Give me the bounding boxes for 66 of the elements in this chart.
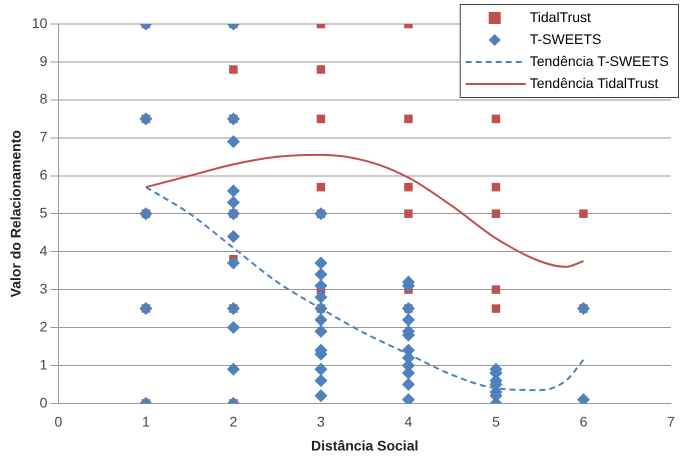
point [404, 209, 413, 218]
x-tick-label: 0 [54, 414, 62, 430]
point [226, 184, 240, 198]
point [226, 362, 240, 376]
y-tick-label: 8 [40, 90, 48, 107]
point [402, 378, 415, 391]
point [314, 290, 328, 304]
y-tick-label: 9 [40, 52, 48, 69]
point [226, 230, 240, 243]
y-tick-label: 2 [40, 318, 48, 334]
point [229, 65, 238, 74]
point [314, 279, 328, 292]
y-tick-label: 4 [40, 242, 48, 258]
point [314, 374, 328, 388]
legend-label: T-SWEETS [530, 30, 602, 47]
point [576, 302, 590, 316]
y-tick-label: 3 [40, 280, 48, 296]
y-tick-label: 7 [40, 128, 48, 145]
point [226, 302, 240, 316]
point [226, 321, 240, 334]
legend-label: TidalTrust [530, 8, 592, 25]
x-tick-label: 2 [230, 414, 238, 430]
point [314, 324, 328, 338]
point [404, 182, 413, 192]
y-axis-title: Valor do Relacionamento [7, 130, 24, 298]
y-tick-label: 1 [40, 356, 48, 372]
point [492, 114, 500, 124]
legend-label: Tendência TidalTrust [530, 74, 658, 91]
point [226, 135, 240, 148]
point [314, 313, 328, 326]
x-tick-label: 7 [667, 414, 676, 430]
point [226, 112, 240, 126]
line-series [144, 154, 584, 268]
point [139, 302, 152, 316]
point [316, 182, 326, 192]
y-tick-label: 0 [40, 394, 48, 410]
point [314, 389, 328, 402]
x-tick-label: 3 [317, 414, 326, 430]
point [314, 207, 328, 220]
point [226, 207, 240, 220]
x-tick-label: 6 [580, 414, 588, 430]
point [492, 182, 500, 192]
point [402, 313, 415, 326]
point [316, 114, 326, 124]
y-tick-label: 10 [32, 14, 48, 31]
point [139, 112, 152, 126]
point [314, 256, 328, 270]
point [316, 65, 326, 74]
y-tick-label: 5 [40, 204, 48, 221]
point [402, 302, 415, 316]
point [139, 207, 152, 220]
x-tick-label: 4 [404, 414, 413, 430]
point [226, 196, 240, 209]
point [492, 304, 500, 313]
point [579, 209, 588, 218]
legend-label: Tendência T-SWEETS [530, 52, 669, 69]
point [314, 362, 328, 376]
x-axis-title: Distância Social [310, 437, 418, 454]
point [226, 256, 240, 270]
point [492, 285, 500, 294]
point [492, 209, 500, 218]
x-tick-label: 1 [142, 414, 150, 430]
y-tick-label: 6 [40, 166, 48, 183]
x-tick-label: 5 [492, 414, 500, 430]
point [404, 114, 413, 124]
point [314, 268, 328, 281]
